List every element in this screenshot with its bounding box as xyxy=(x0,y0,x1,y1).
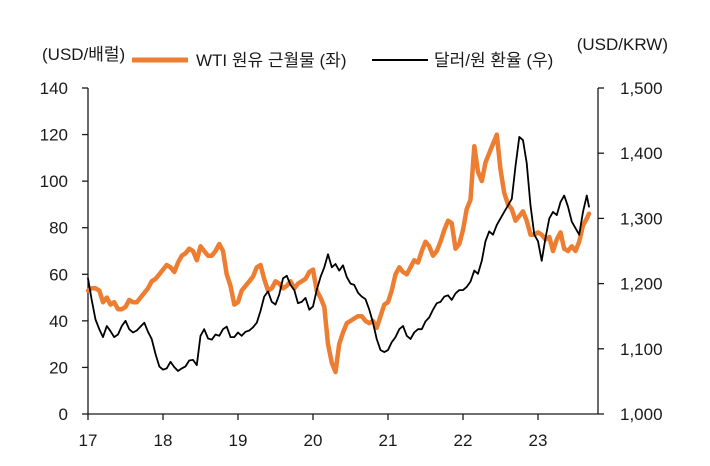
x-tick-label: 21 xyxy=(379,431,398,450)
left-tick-label: 60 xyxy=(49,265,68,284)
left-unit-label: (USD/배럴) xyxy=(42,45,125,64)
right-tick-label: 1,400 xyxy=(620,144,663,163)
left-tick-label: 100 xyxy=(40,172,68,191)
right-axis-ticks: 1,000 1,100 1,200 1,300 1,400 1,500 xyxy=(598,79,663,424)
legend-label-krw: 달러/원 환율 (우) xyxy=(434,51,553,70)
series-line-krw xyxy=(87,136,590,372)
legend: WTI 원유 근월물 (좌) 달러/원 환율 (우) xyxy=(132,51,553,70)
left-tick-label: 40 xyxy=(49,312,68,331)
x-tick-label: 18 xyxy=(154,431,173,450)
left-tick-label: 80 xyxy=(49,219,68,238)
left-tick-label: 140 xyxy=(40,79,68,98)
series-line-wti xyxy=(85,132,592,375)
right-tick-label: 1,100 xyxy=(620,340,663,359)
right-tick-label: 1,200 xyxy=(620,275,663,294)
right-tick-label: 1,500 xyxy=(620,79,663,98)
x-tick-label: 19 xyxy=(229,431,248,450)
x-tick-label: 20 xyxy=(304,431,323,450)
series-lines xyxy=(85,132,592,375)
x-axis-ticks: 17 18 19 20 21 22 23 xyxy=(79,414,548,450)
right-unit-label: (USD/KRW) xyxy=(577,35,668,54)
x-tick-label: 23 xyxy=(529,431,548,450)
x-tick-label: 17 xyxy=(79,431,98,450)
legend-label-wti: WTI 원유 근월물 (좌) xyxy=(196,51,346,70)
left-axis-ticks: 0 20 40 60 80 100 120 140 xyxy=(40,79,88,424)
left-tick-label: 120 xyxy=(40,126,68,145)
left-tick-label: 20 xyxy=(49,358,68,377)
right-tick-label: 1,300 xyxy=(620,209,663,228)
x-tick-label: 22 xyxy=(454,431,473,450)
right-tick-label: 1,000 xyxy=(620,405,663,424)
left-tick-label: 0 xyxy=(59,405,68,424)
